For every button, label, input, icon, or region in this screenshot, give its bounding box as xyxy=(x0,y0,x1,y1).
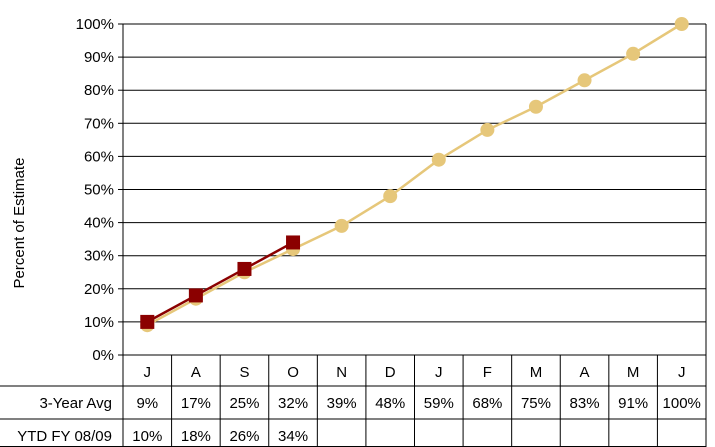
x-tick-label: F xyxy=(483,364,492,381)
y-tick-label: 20% xyxy=(84,281,114,298)
table-row-label: YTD FY 08/09 xyxy=(17,428,112,445)
data-point-circle xyxy=(480,122,495,137)
y-tick-labels: 0% 10% 20% 30% 40% 50% 60% 70% 80% 90% 100% xyxy=(76,16,114,364)
table-cell: 75% xyxy=(521,395,551,412)
data-point-circle xyxy=(577,73,592,88)
gridlines xyxy=(118,23,707,356)
x-tick-label: A xyxy=(580,364,590,381)
data-table: J A S O N D J F M A M J 3-Year Avg 9% 17% 25% 32% 39% 48% 5… xyxy=(0,355,707,447)
data-point-square xyxy=(140,314,155,329)
table-cell: 91% xyxy=(618,395,648,412)
y-tick-label: 100% xyxy=(76,16,114,33)
y-tick-label: 70% xyxy=(84,115,114,132)
x-tick-label: M xyxy=(627,364,640,381)
table-cell: 25% xyxy=(229,395,259,412)
table-cell: 59% xyxy=(424,395,454,412)
x-tick-label: J xyxy=(435,364,443,381)
y-tick-label: 90% xyxy=(84,49,114,66)
x-tick-label: N xyxy=(336,364,347,381)
data-point-circle xyxy=(334,218,349,233)
table-cell: 34% xyxy=(278,428,308,445)
table-cell: 18% xyxy=(181,428,211,445)
table-cell: 26% xyxy=(229,428,259,445)
x-tick-label: J xyxy=(144,364,152,381)
y-tick-label: 50% xyxy=(84,182,114,199)
x-tick-label: M xyxy=(530,364,543,381)
table-cell: 32% xyxy=(278,395,308,412)
x-tick-label: D xyxy=(385,364,396,381)
y-tick-label: 80% xyxy=(84,82,114,99)
table-cell: 83% xyxy=(570,395,600,412)
data-point-circle xyxy=(431,152,446,167)
data-point-circle xyxy=(626,46,641,61)
data-point-square xyxy=(188,288,203,303)
series-layer xyxy=(140,17,689,333)
x-tick-label: O xyxy=(287,364,299,381)
table-cell: 68% xyxy=(472,395,502,412)
data-point-square xyxy=(237,261,252,276)
data-point-square xyxy=(286,235,301,250)
x-tick-label: S xyxy=(239,364,249,381)
table-cell: 17% xyxy=(181,395,211,412)
data-point-circle xyxy=(528,99,543,114)
table-cell: 100% xyxy=(663,395,701,412)
y-tick-label: 0% xyxy=(92,347,114,364)
table-cell: 39% xyxy=(327,395,357,412)
y-tick-label: 40% xyxy=(84,215,114,232)
table-cell: 10% xyxy=(132,428,162,445)
table-row-label: 3-Year Avg xyxy=(39,395,112,412)
x-tick-label: A xyxy=(191,364,201,381)
table-cell: 48% xyxy=(375,395,405,412)
y-axis-label: Percent of Estimate xyxy=(11,158,28,289)
y-tick-label: 60% xyxy=(84,148,114,165)
series-line xyxy=(146,241,294,323)
series-line xyxy=(146,22,683,327)
data-point-circle xyxy=(674,17,689,31)
data-point-circle xyxy=(383,189,398,204)
x-tick-label: J xyxy=(678,364,686,381)
table-cell: 9% xyxy=(136,395,158,412)
y-tick-label: 30% xyxy=(84,248,114,265)
y-tick-label: 10% xyxy=(84,314,114,331)
